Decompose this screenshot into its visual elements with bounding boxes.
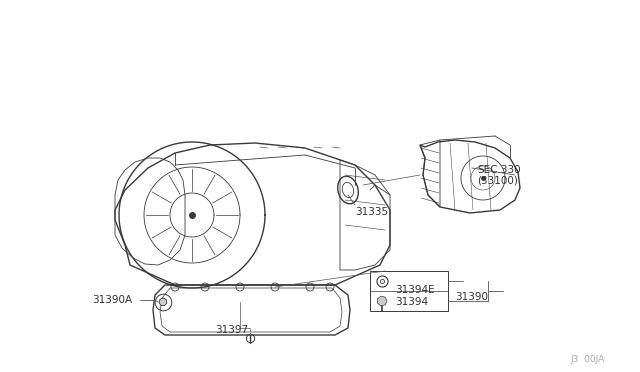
- Text: SEC.330: SEC.330: [477, 165, 520, 175]
- Text: 31397: 31397: [215, 325, 248, 335]
- Text: J3  00JA: J3 00JA: [570, 355, 604, 364]
- Text: (33100): (33100): [477, 175, 518, 185]
- Bar: [370, 271, 448, 311]
- Polygon shape: [378, 296, 387, 306]
- Text: 31390: 31390: [455, 292, 488, 302]
- Text: 31335: 31335: [355, 207, 388, 217]
- Text: 31394: 31394: [395, 297, 428, 307]
- Text: 31394E: 31394E: [395, 285, 435, 295]
- Text: 31390A: 31390A: [92, 295, 132, 305]
- Polygon shape: [159, 298, 167, 306]
